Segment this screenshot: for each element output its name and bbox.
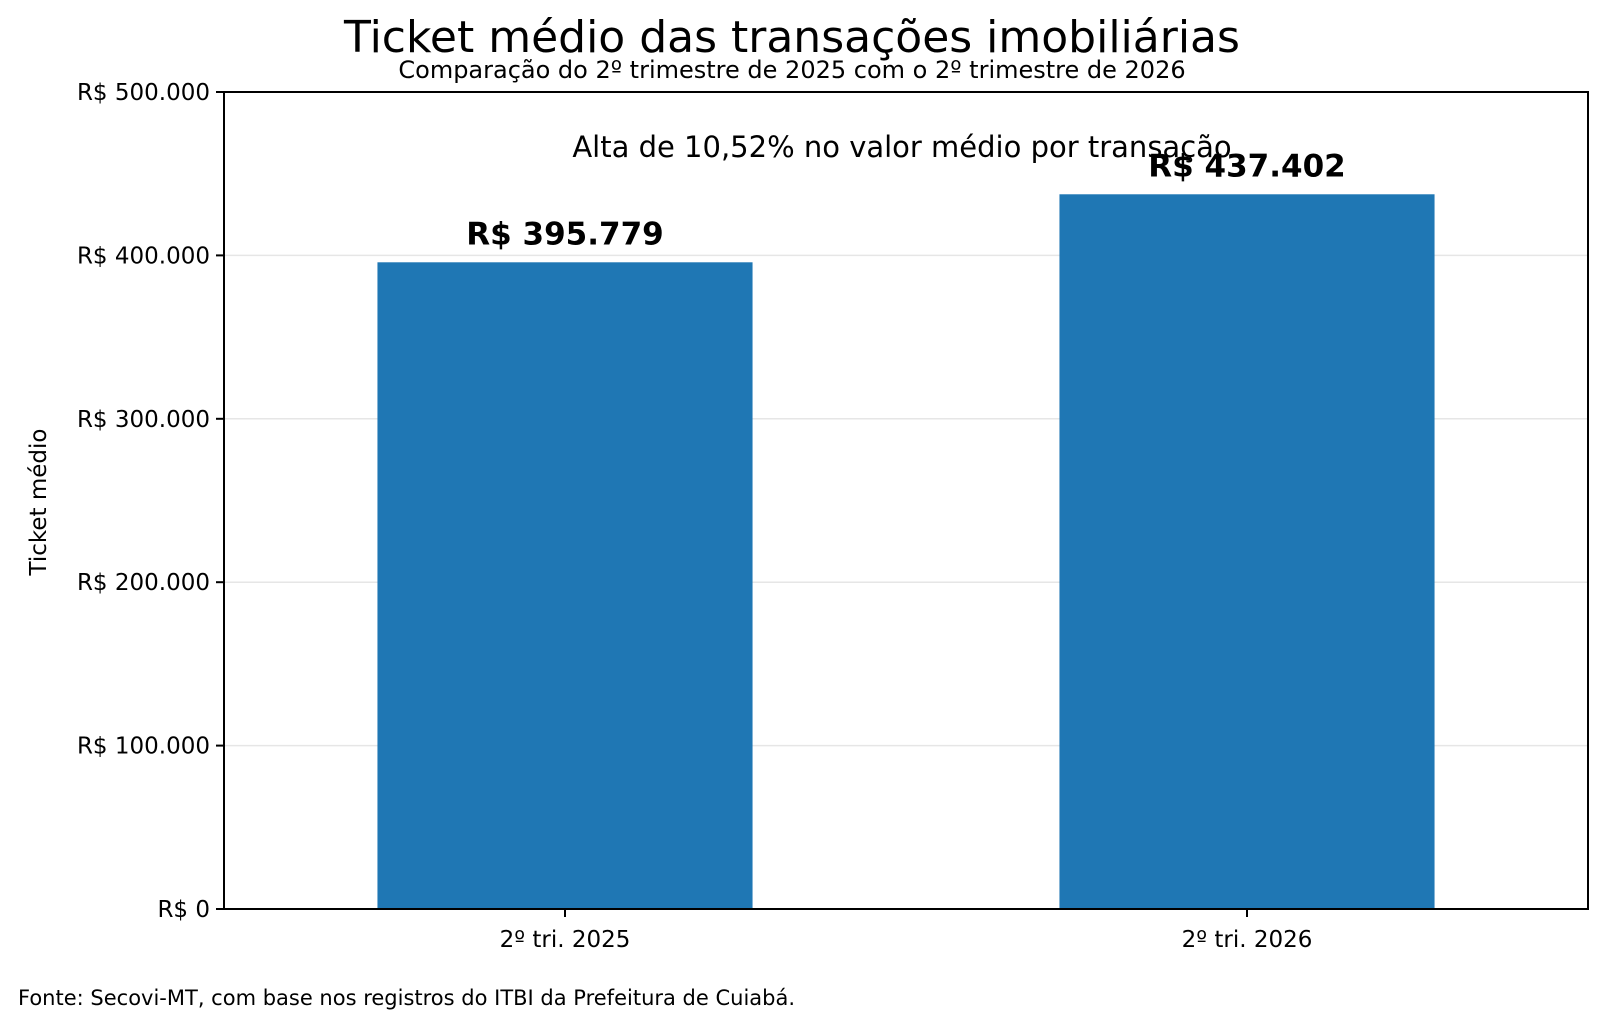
x-tick-label: 2º tri. 2025: [500, 927, 631, 953]
data-labels: R$ 395.779 R$ 437.402: [466, 148, 1345, 252]
x-tick-label: 2º tri. 2026: [1182, 927, 1313, 953]
y-tick-label: R$ 300.000: [77, 407, 210, 433]
y-tick-label: R$ 200.000: [77, 570, 210, 596]
chart-subtitle: Comparação do 2º trimestre de 2025 com o…: [398, 56, 1185, 84]
source-note: Fonte: Secovi-MT, com base nos registros…: [18, 986, 795, 1010]
bars: [377, 194, 1435, 909]
y-tick-label: R$ 0: [157, 897, 210, 923]
bar-value-label: R$ 395.779: [466, 216, 663, 252]
y-axis-label: Ticket médio: [26, 429, 52, 577]
x-axis: 2º tri. 2025 2º tri. 2026: [500, 909, 1313, 953]
y-tick-label: R$ 100.000: [77, 734, 210, 760]
change-annotation: Alta de 10,52% no valor médio por transa…: [572, 130, 1231, 164]
y-tick-label: R$ 500.000: [77, 80, 210, 106]
bar: [1059, 194, 1435, 909]
bar-value-label: R$ 437.402: [1148, 148, 1345, 184]
y-tick-label: R$ 400.000: [77, 243, 210, 269]
chart-title: Ticket médio das transações imobiliárias: [343, 12, 1240, 63]
y-axis: R$ 0 R$ 100.000 R$ 200.000 R$ 300.000 R$ 400…: [77, 80, 224, 923]
bar: [377, 262, 753, 909]
plot-frame: [223, 91, 1589, 910]
